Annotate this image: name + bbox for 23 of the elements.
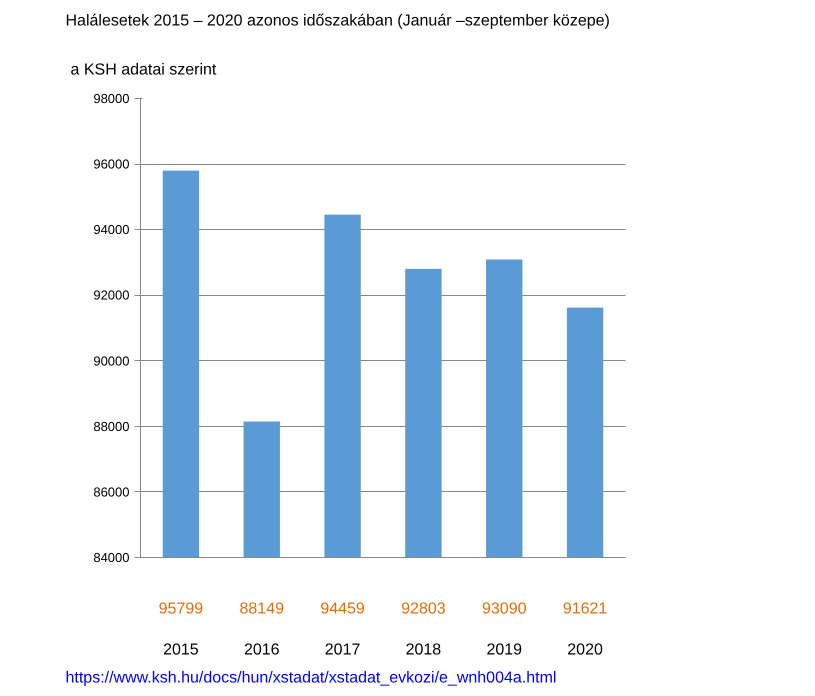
data-label: 93090 — [482, 600, 527, 618]
data-label: 94459 — [320, 600, 365, 618]
x-tick-label: 2018 — [406, 642, 442, 658]
chart-subtitle: a KSH adatai szerint — [70, 62, 217, 78]
text: https://www.ksh.hu/docs/hun/xstadat/xstadat_evkozi/e_wnh004a.html — [66, 670, 556, 686]
y-tick-label: 98000 — [93, 91, 130, 106]
y-tick-label: 96000 — [93, 156, 130, 172]
chart-title: Halálesetek 2015 – 2020 azonos időszakában (Január –szeptember közepe) — [66, 12, 610, 30]
y-tick-label: 86000 — [93, 484, 130, 500]
data-label: 91621 — [562, 600, 608, 618]
x-tick-label: 2015 — [163, 642, 199, 658]
y-tick-label: 94000 — [93, 222, 130, 238]
y-tick-label: 84000 — [93, 550, 130, 565]
x-tick-label: 2020 — [567, 642, 603, 658]
data-label: 95799 — [158, 600, 204, 618]
y-tick-label: 90000 — [93, 353, 130, 368]
x-tick-label: 2017 — [324, 642, 360, 658]
y-tick-label: 92000 — [93, 288, 130, 303]
data-label: 92803 — [401, 600, 446, 618]
data-label: 88149 — [240, 600, 284, 618]
x-tick-label: 2019 — [486, 642, 522, 658]
x-tick-label: 2016 — [244, 642, 280, 658]
y-tick-label: 88000 — [93, 418, 130, 434]
